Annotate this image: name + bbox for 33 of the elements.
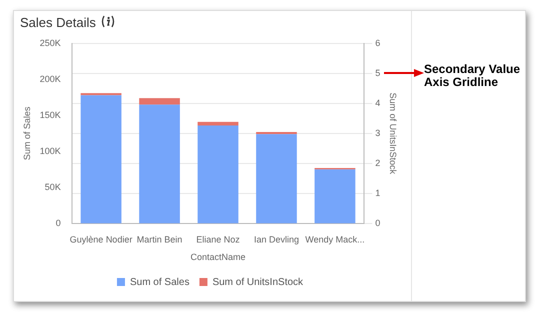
bar	[256, 132, 297, 134]
bar	[80, 95, 122, 224]
y2-tick-label: 5	[375, 68, 380, 78]
x-axis-title: ContactName	[190, 252, 246, 262]
x-tick-label: Eliane Noz	[196, 234, 240, 244]
y2-tick-label: 3	[375, 128, 380, 138]
y2-tick-label: 1	[375, 188, 380, 198]
y2-tick-label: 4	[375, 98, 380, 108]
y-tick-label: 250K	[40, 38, 61, 48]
chart-title: Sales Details	[20, 15, 96, 30]
y-tick-label: 100K	[40, 146, 61, 156]
y-tick-label: 50K	[44, 182, 61, 192]
bar	[139, 104, 180, 224]
bar	[198, 125, 238, 224]
x-tick-label: Ian Devling	[254, 234, 299, 244]
y2-tick-label: 2	[375, 158, 380, 168]
y-tick-label: 150K	[40, 110, 61, 120]
bar	[139, 98, 180, 105]
bar	[256, 134, 297, 224]
y-axis-title: Sum of Sales	[22, 106, 32, 160]
bar	[198, 122, 238, 126]
y2-tick-label: 6	[375, 38, 380, 48]
bar	[314, 169, 356, 224]
x-tick-label: Martin Bein	[136, 234, 182, 244]
y-tick-label: 0	[56, 218, 61, 228]
y-tick-label: 200K	[40, 74, 61, 84]
x-tick-label: Wendy Mack...	[305, 234, 365, 244]
legend-label: Sum of UnitsInStock	[212, 276, 304, 288]
text: Secondary Value Axis Gridline	[424, 62, 522, 89]
legend-label: Sum of Sales	[130, 276, 190, 288]
y2-axis-title: Sum of UnitsInStock	[388, 92, 398, 175]
y2-tick-label: 0	[375, 218, 380, 228]
x-tick-label: Guylène Nodier	[70, 234, 132, 244]
